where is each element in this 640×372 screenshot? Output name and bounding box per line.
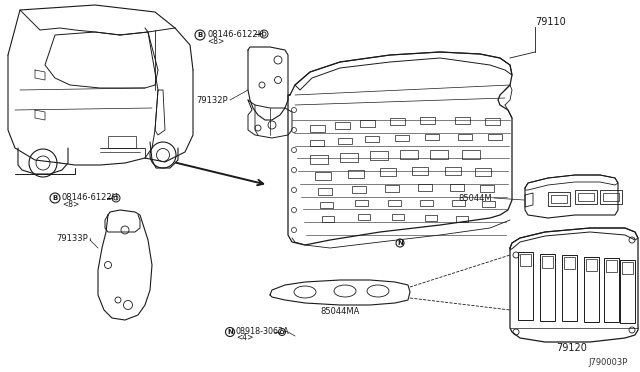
Bar <box>584 257 599 321</box>
Text: 08918-3062A: 08918-3062A <box>236 327 290 336</box>
Bar <box>425 134 439 140</box>
Text: <8>: <8> <box>62 199 79 208</box>
Bar <box>564 257 575 269</box>
Bar <box>458 134 472 140</box>
Text: B: B <box>52 195 58 201</box>
Bar <box>360 120 375 127</box>
Text: 08146-6122H: 08146-6122H <box>62 192 119 202</box>
Bar <box>388 200 401 206</box>
Bar <box>606 260 617 272</box>
Bar <box>320 202 333 208</box>
Text: N: N <box>227 329 233 335</box>
Bar <box>518 252 533 320</box>
Bar <box>340 153 358 162</box>
Text: B: B <box>197 32 203 38</box>
Bar <box>395 135 409 141</box>
Bar <box>520 254 531 266</box>
Bar <box>358 214 370 220</box>
Text: J790003P: J790003P <box>589 358 628 367</box>
Bar <box>420 117 435 124</box>
Bar <box>310 155 328 164</box>
Text: <8>: <8> <box>207 36 224 45</box>
Bar <box>335 122 350 129</box>
Text: 79110: 79110 <box>535 17 566 27</box>
Bar <box>420 200 433 206</box>
Bar <box>542 256 553 267</box>
Bar <box>450 184 464 191</box>
Bar <box>622 262 633 273</box>
Bar <box>318 188 332 195</box>
Bar <box>586 259 597 270</box>
Text: 79120: 79120 <box>557 343 588 353</box>
Bar <box>418 184 432 191</box>
Bar <box>352 186 366 193</box>
Bar <box>348 170 364 178</box>
Bar <box>620 260 635 323</box>
Bar <box>575 190 597 204</box>
Bar <box>445 167 461 175</box>
Bar <box>425 215 437 221</box>
Bar <box>370 151 388 160</box>
Bar <box>548 192 570 206</box>
Bar <box>400 150 418 159</box>
Bar <box>385 185 399 192</box>
Text: 85044MA: 85044MA <box>320 308 360 317</box>
Bar <box>338 138 352 144</box>
Bar <box>562 255 577 321</box>
Text: <4>: <4> <box>236 334 253 343</box>
Bar <box>540 253 555 321</box>
Text: 79132P: 79132P <box>196 96 228 105</box>
Bar <box>310 140 324 146</box>
Text: 79133P: 79133P <box>56 234 88 243</box>
Bar <box>475 168 491 176</box>
Bar <box>380 168 396 176</box>
Bar <box>600 190 622 204</box>
Bar <box>355 200 368 206</box>
Bar <box>480 185 494 192</box>
Bar <box>455 117 470 124</box>
Bar <box>551 195 567 203</box>
Bar <box>390 118 405 125</box>
Bar <box>430 150 448 159</box>
Bar <box>315 172 331 180</box>
Bar <box>456 216 468 222</box>
Text: 08146-6122H: 08146-6122H <box>207 29 264 38</box>
Bar <box>108 136 136 148</box>
Bar <box>604 258 619 322</box>
Bar <box>452 200 465 206</box>
Text: N: N <box>397 240 403 246</box>
Bar <box>310 125 325 132</box>
Bar <box>322 216 334 222</box>
Bar <box>482 201 495 207</box>
Bar <box>462 150 480 159</box>
Bar <box>412 167 428 175</box>
Bar <box>578 193 594 201</box>
Bar <box>365 136 379 142</box>
Bar <box>603 193 619 201</box>
Text: 85044M: 85044M <box>458 193 492 202</box>
Bar <box>392 214 404 220</box>
Bar <box>488 134 502 140</box>
Bar <box>485 118 500 125</box>
